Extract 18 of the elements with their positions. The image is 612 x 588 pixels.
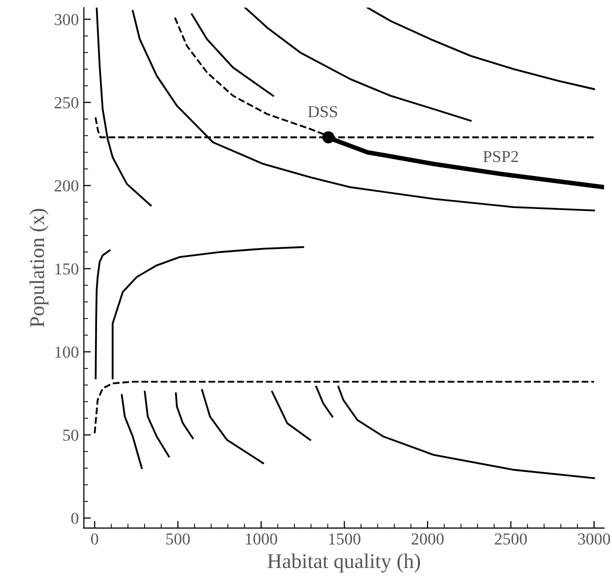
series-label: PSP2 [483,150,518,162]
y-tick-label: 200 [54,180,78,192]
y-tick-label: 0 [71,512,78,524]
x-axis-title: Habitat quality (h) [268,554,420,573]
y-tick-label: 250 [54,97,78,108]
series-label: DSS [308,106,338,118]
x-tick-label: 1000 [246,533,278,545]
y-tick-label: 150 [55,263,78,275]
y-tick-label: 100 [55,346,78,358]
x-tick-label: 2000 [412,533,444,545]
x-tick-label: 0 [91,533,98,545]
y-axis-title: Population (x) [30,208,48,328]
x-tick-label: 3000 [578,533,610,545]
x-tick-label: 500 [166,533,190,545]
x-tick-label: 2500 [494,533,527,545]
y-tick-label: 50 [63,430,78,441]
y-tick-label: 300 [54,14,78,26]
x-tick-label: 1500 [329,533,360,545]
